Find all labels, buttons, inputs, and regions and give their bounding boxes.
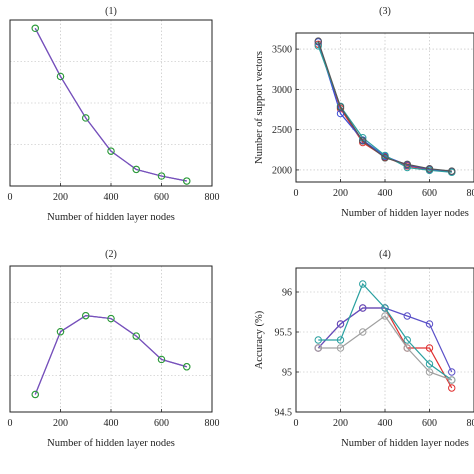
data-point (56, 328, 65, 336)
data-point (403, 160, 411, 168)
x-tick-label: 800 (467, 418, 474, 429)
data-point (448, 167, 456, 175)
chart-panel-3: (2) 0 200 400 600 800 Number of hidden layer n… (8, 249, 220, 449)
data-point (381, 312, 389, 320)
x-axis-label: Number of hidden layer nodes (47, 212, 175, 223)
y-axis-label: Number of support vectors (254, 51, 265, 164)
x-tick-label: 400 (378, 188, 393, 199)
x-tick-label: 600 (422, 418, 437, 429)
data-point (381, 154, 389, 162)
data-point (336, 336, 345, 344)
data-point (183, 177, 191, 185)
x-tick-label: 200 (53, 192, 68, 203)
data-point (448, 384, 456, 392)
data-point (107, 314, 115, 323)
data-point (31, 390, 39, 399)
x-tick-label: 600 (154, 192, 169, 203)
data-point (56, 72, 65, 81)
data-point (403, 344, 411, 352)
data-point (336, 320, 345, 328)
data-point (425, 320, 434, 328)
data-point (448, 376, 456, 384)
plot-frame (9, 19, 213, 187)
x-tick-label: 800 (205, 418, 220, 429)
data-point (381, 304, 389, 312)
x-axis-label: Number of hidden layer nodes (341, 208, 469, 219)
data-point (359, 280, 367, 288)
x-tick-label: 400 (104, 192, 119, 203)
data-point (425, 165, 434, 173)
x-axis-label: Number of hidden layer nodes (341, 438, 469, 449)
series-line-3 (318, 282, 453, 381)
y-tick-label: 2500 (272, 125, 292, 136)
data-point (448, 368, 456, 376)
y-tick-label: 94.5 (275, 408, 293, 419)
plot-frame (295, 32, 474, 183)
x-tick-label: 800 (205, 192, 220, 203)
data-point (359, 137, 367, 145)
y-tick-label: 95 (282, 368, 292, 379)
x-tick-label: 200 (53, 418, 68, 429)
data-point (425, 344, 434, 352)
x-tick-label: 200 (333, 188, 348, 199)
data-point (82, 311, 90, 320)
plot-frame (295, 267, 474, 413)
x-tick-label: 800 (467, 188, 474, 199)
data-point (336, 103, 345, 111)
y-tick-label: 2000 (272, 165, 292, 176)
y-tick-label: 96 (282, 288, 292, 299)
x-tick-label: 600 (422, 188, 437, 199)
y-tick-label: 95.5 (275, 328, 293, 339)
chart-panel-2: (3) 0 200 400 600 800 2000 2500 3000 3500 Number o… (254, 6, 474, 219)
data-point (403, 336, 411, 344)
x-axis-label: Number of hidden layer nodes (47, 438, 175, 449)
data-point (157, 355, 166, 364)
x-tick-label: 0 (8, 418, 13, 429)
data-point (107, 147, 115, 155)
y-tick-label: 3000 (272, 85, 292, 96)
chart-title: (2) (105, 249, 117, 260)
data-point (82, 114, 90, 122)
data-point (425, 360, 434, 368)
chart-panel-4: (4) 0 200 400 600 800 94.5 95 95.5 96 Number of hi… (254, 249, 474, 449)
y-tick-label: 3500 (272, 45, 292, 56)
chart-title: (3) (379, 6, 391, 17)
series-line-2 (34, 315, 187, 395)
data-point (403, 312, 411, 320)
data-point (314, 37, 322, 45)
data-point (157, 172, 166, 180)
series-line-4 (318, 315, 452, 381)
data-point (359, 328, 367, 336)
data-point (183, 363, 191, 371)
data-point (314, 344, 322, 352)
data-point (359, 304, 367, 312)
data-point (336, 344, 345, 352)
series-line-2 (34, 28, 187, 182)
data-point (425, 368, 434, 376)
data-point (314, 336, 322, 344)
x-tick-label: 600 (154, 418, 169, 429)
x-tick-label: 400 (378, 418, 393, 429)
x-tick-label: 0 (8, 192, 13, 203)
chart-title: (1) (105, 6, 117, 17)
x-tick-label: 400 (104, 418, 119, 429)
data-point (31, 24, 39, 32)
plot-frame (9, 265, 213, 413)
y-axis-label: Accuracy (%) (254, 310, 265, 369)
chart-panel-1: (1) 0 200 400 600 800 Number of hidden layer n… (8, 6, 220, 223)
chart-title: (4) (379, 249, 391, 260)
x-tick-label: 0 (294, 188, 299, 199)
x-tick-label: 200 (333, 418, 348, 429)
x-tick-label: 0 (294, 418, 299, 429)
data-point (132, 165, 140, 174)
series-line-4 (317, 40, 452, 172)
data-point (132, 332, 140, 340)
